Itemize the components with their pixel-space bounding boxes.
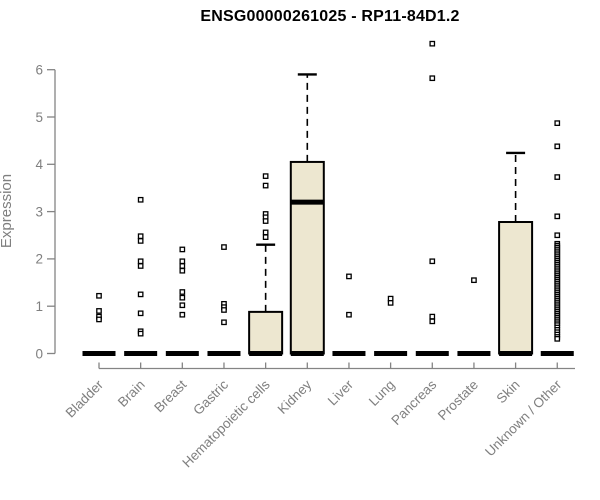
x-tick-label: Gastric: [190, 377, 231, 418]
outlier-marker: [179, 294, 186, 301]
y-tick-label: 4: [35, 157, 43, 172]
y-tick-label: 2: [35, 252, 43, 267]
x-tick-label: Pancreas: [388, 377, 439, 428]
outlier-marker: [554, 174, 561, 180]
zero-median-bar: [540, 351, 574, 356]
outlier-marker: [262, 234, 269, 240]
outlier-marker: [346, 311, 352, 318]
outlier-marker: [137, 310, 144, 317]
box-group-brain: [124, 196, 158, 356]
outlier-marker: [554, 120, 561, 126]
outlier-marker: [179, 263, 186, 269]
outlier-marker: [221, 244, 227, 250]
zero-median-bar: [207, 351, 241, 356]
outlier-marker: [554, 335, 561, 342]
outlier-marker: [179, 267, 186, 274]
x-tick-label: Breast: [151, 377, 189, 415]
outlier-marker: [262, 229, 269, 236]
zero-median-bar: [165, 351, 199, 356]
outlier-marker: [137, 258, 144, 265]
zero-median-bar: [332, 351, 366, 356]
outlier-marker: [137, 263, 144, 269]
x-tick-label: Lung: [366, 377, 398, 409]
box-group-bladder: [82, 292, 116, 356]
zero-median-bar: [374, 351, 408, 356]
outlier-marker: [262, 173, 269, 179]
box-group-unknown-other: [540, 120, 574, 356]
outlier-marker: [137, 233, 144, 240]
box-group-gastric: [207, 244, 241, 356]
y-tick-label: 0: [35, 346, 43, 361]
outlier-marker: [554, 143, 561, 150]
outlier-marker: [137, 196, 144, 203]
outlier-marker: [179, 289, 186, 295]
box-group-breast: [165, 246, 199, 356]
outlier-marker: [137, 291, 144, 298]
y-tick-label: 3: [35, 204, 43, 219]
outlier-marker: [429, 318, 436, 325]
y-tick-label: 5: [35, 110, 43, 125]
outlier-marker: [262, 218, 269, 224]
outlier-marker: [137, 330, 144, 337]
outlier-marker: [179, 258, 186, 265]
box-rect: [498, 221, 534, 355]
box-group-prostate: [457, 277, 491, 356]
outlier-marker: [429, 313, 436, 320]
zero-median-bar: [457, 351, 491, 356]
median-line: [290, 199, 324, 205]
x-tick-label: Brain: [115, 377, 148, 410]
outlier-marker: [346, 273, 352, 280]
zero-median-bar: [290, 351, 324, 356]
box-rect: [289, 160, 325, 355]
x-tick-label: Liver: [325, 377, 357, 409]
box-rect: [248, 310, 284, 355]
zero-median-bar: [415, 351, 449, 356]
x-tick-label: Unknown / Other: [482, 377, 565, 460]
outlier-marker: [471, 277, 477, 284]
x-tick-label: Bladder: [63, 377, 107, 421]
chart-title: ENSG00000261025 - RP11-84D1.2: [200, 8, 460, 25]
zero-median-bar: [124, 351, 158, 356]
x-tick-label: Kidney: [275, 377, 315, 417]
outlier-marker: [137, 238, 144, 244]
outlier-marker: [96, 292, 102, 299]
outlier-marker: [179, 311, 186, 318]
outlier-marker: [221, 307, 227, 313]
outlier-marker: [179, 302, 186, 309]
outlier-marker: [554, 213, 561, 220]
outlier-marker: [179, 246, 186, 253]
x-tick-label: Prostate: [435, 377, 481, 423]
zero-median-bar: [499, 351, 533, 356]
outlier-marker: [429, 40, 436, 47]
outlier-marker: [96, 316, 102, 323]
box-group-lung: [374, 295, 408, 356]
outlier-marker: [429, 258, 436, 265]
outlier-marker: [262, 182, 269, 189]
zero-median-bar: [249, 351, 283, 356]
zero-median-bar: [82, 351, 116, 356]
box-group-hematopoietic-cells: [248, 173, 284, 356]
box-group-skin: [498, 151, 534, 356]
y-tick-label: 6: [35, 63, 43, 78]
outlier-marker: [429, 75, 436, 82]
outlier-marker: [387, 300, 394, 306]
y-tick-label: 1: [35, 299, 43, 314]
box-group-liver: [332, 273, 366, 356]
box-group-kidney: [289, 73, 325, 356]
box-group-pancreas: [415, 40, 449, 356]
x-tick-label: Skin: [494, 377, 523, 406]
outlier-marker: [554, 232, 561, 239]
outlier-marker: [96, 308, 102, 314]
outlier-marker: [221, 319, 227, 326]
